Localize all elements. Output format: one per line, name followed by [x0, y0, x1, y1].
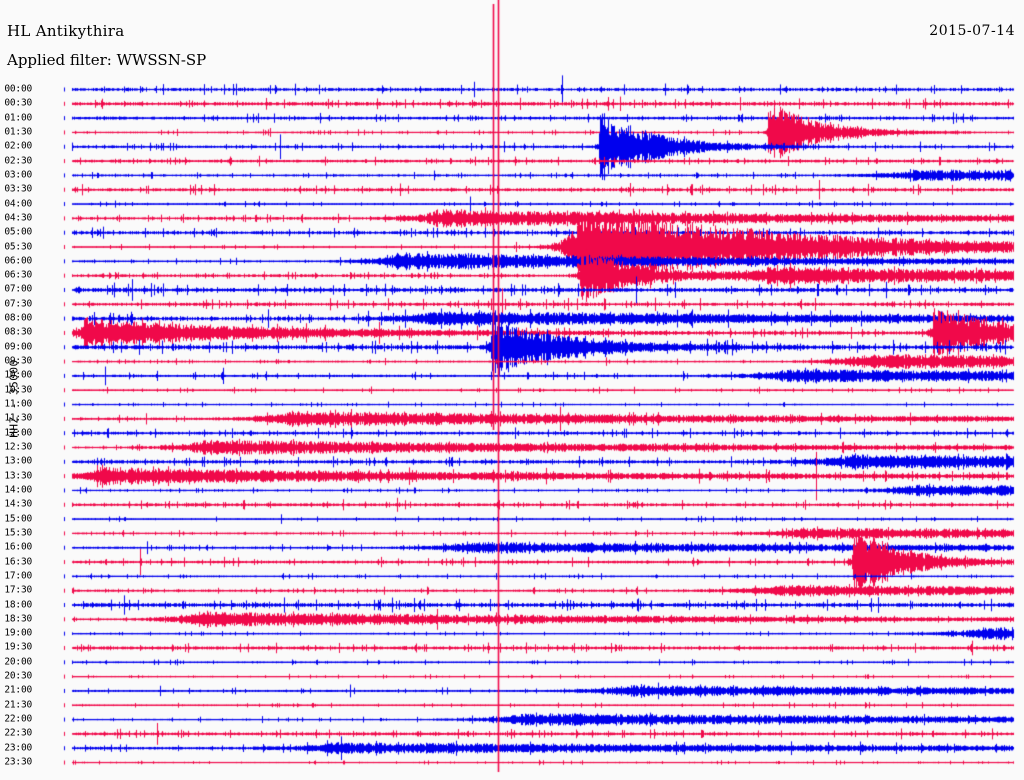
seismogram-traces: [0, 0, 1024, 780]
seismogram-page: HL Antikythira 2015-07-14 Applied filter…: [0, 0, 1024, 780]
